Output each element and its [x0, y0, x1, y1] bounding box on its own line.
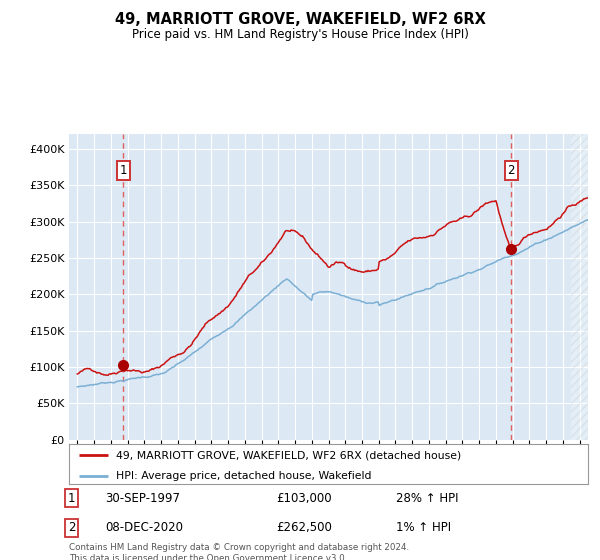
- Text: 2: 2: [508, 164, 515, 177]
- Text: 1% ↑ HPI: 1% ↑ HPI: [396, 521, 451, 534]
- Text: Price paid vs. HM Land Registry's House Price Index (HPI): Price paid vs. HM Land Registry's House …: [131, 28, 469, 41]
- Text: £262,500: £262,500: [277, 521, 332, 534]
- Bar: [571, 134, 590, 440]
- Text: £103,000: £103,000: [277, 492, 332, 505]
- Text: 2: 2: [68, 521, 76, 534]
- Text: 08-DEC-2020: 08-DEC-2020: [106, 521, 184, 534]
- Text: Contains HM Land Registry data © Crown copyright and database right 2024.
This d: Contains HM Land Registry data © Crown c…: [69, 543, 409, 560]
- Text: 28% ↑ HPI: 28% ↑ HPI: [396, 492, 458, 505]
- Text: 1: 1: [119, 164, 127, 177]
- Text: 1: 1: [68, 492, 76, 505]
- Text: 49, MARRIOTT GROVE, WAKEFIELD, WF2 6RX (detached house): 49, MARRIOTT GROVE, WAKEFIELD, WF2 6RX (…: [116, 450, 461, 460]
- Text: 49, MARRIOTT GROVE, WAKEFIELD, WF2 6RX: 49, MARRIOTT GROVE, WAKEFIELD, WF2 6RX: [115, 12, 485, 27]
- Text: 30-SEP-1997: 30-SEP-1997: [106, 492, 181, 505]
- Text: HPI: Average price, detached house, Wakefield: HPI: Average price, detached house, Wake…: [116, 470, 371, 480]
